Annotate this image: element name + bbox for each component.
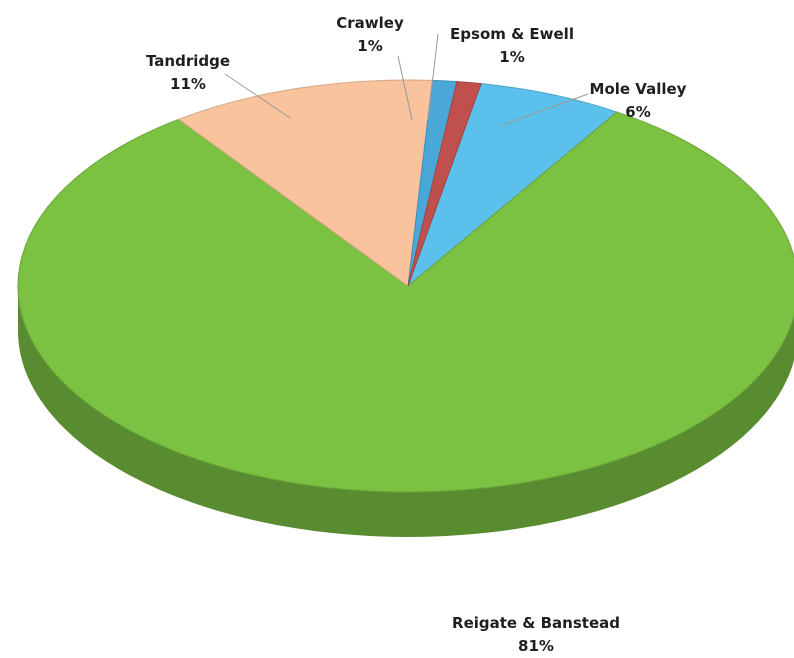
pie-side-reigate-and-banstead (18, 286, 794, 537)
pie-slice-tandridge (177, 79, 434, 287)
slice-name-crawley: Crawley (336, 14, 404, 32)
slice-value-epsom-ewell: 1% (499, 48, 525, 66)
slice-name-epsom-ewell: Epsom & Ewell (450, 25, 574, 43)
slice-label-epsom-ewell: Epsom & Ewell 1% (450, 23, 574, 69)
leader-line-epsom-and-ewell (427, 33, 439, 121)
leader-line-crawley (397, 55, 413, 121)
slice-value-mole-valley: 6% (625, 103, 651, 121)
slice-name-tandridge: Tandridge (145, 52, 231, 70)
slice-label-tandridge: Tandridge 11% (146, 50, 230, 96)
leader-line-tandridge (224, 73, 291, 119)
pie-slice-mole-valley (406, 83, 618, 288)
slice-label-crawley: Crawley 1% (336, 12, 403, 58)
slice-value-crawley: 1% (357, 37, 383, 55)
slice-name-mole-valley: Mole Valley (589, 80, 687, 98)
pie-slice-epsom-and-ewell (407, 81, 482, 287)
slice-value-reigate-banstead: 81% (518, 637, 554, 655)
pie-slice-reigate-and-banstead (17, 111, 794, 493)
slice-value-tandridge: 11% (170, 75, 206, 93)
slice-label-mole-valley: Mole Valley 6% (590, 78, 687, 124)
leader-line-mole-valley (499, 93, 589, 127)
slice-label-reigate-banstead: Reigate & Banstead 81% (452, 612, 620, 658)
slice-name-reigate-banstead: Reigate & Banstead (452, 614, 620, 632)
